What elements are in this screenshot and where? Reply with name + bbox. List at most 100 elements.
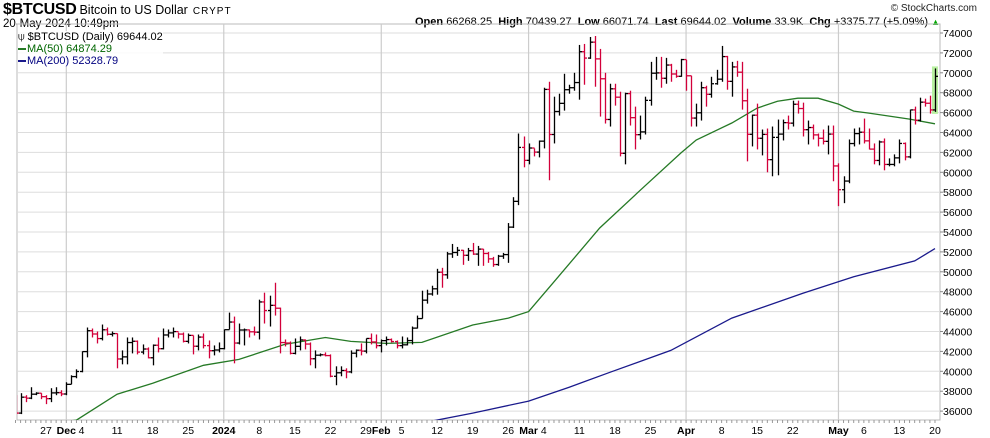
ohlc-bar [542,87,547,149]
ohlc-bar [903,142,908,161]
ohlc-bar [212,345,217,356]
ohlc-bar [19,393,24,415]
y-tick-label: 48000 [943,287,972,299]
ohlc-bar [816,133,821,147]
x-tick-label: 12 [431,425,443,437]
ohlc-bar [562,73,567,111]
y-tick-label: 68000 [943,88,972,100]
y-tick-label: 58000 [943,187,972,199]
ohlc-bar [141,344,146,355]
x-tick-label: 8 [719,425,725,437]
ohlc-bar [882,138,887,171]
x-tick-label: 15 [289,425,301,437]
ohlc-bar [709,76,714,98]
ohlc-bar [85,327,90,358]
chg-value: +3375.77 (+5.09%) [833,16,929,28]
ohlc-bar [491,256,496,267]
ohlc-bar [867,128,872,150]
ohlc-bar [694,103,699,127]
ohlc-bar [735,60,740,77]
ohlc-bar [613,83,618,106]
ohlc-bar [923,98,928,107]
last-value: 69644.02 [680,16,727,28]
ohlc-bar [293,338,298,355]
line-swatch-icon [18,60,26,63]
ohlc-bar [115,332,120,369]
ohlc-bar [39,392,44,400]
high-label: High [498,16,523,28]
ohlc-bar [171,327,176,338]
ohlc-bar [516,133,521,206]
ohlc-bar [80,350,85,373]
ohlc-bar [755,103,760,150]
y-tick-label: 74000 [943,28,972,40]
legend-main: ⍦ $BTCUSD (Daily) 69644.02 [18,31,163,43]
ohlc-bar [598,48,603,117]
triangle-up-icon: ▲ [931,17,940,27]
ohlc-bar [628,90,633,126]
ohlc-bar [191,334,196,355]
y-tick-label: 60000 [943,167,972,179]
y-tick-label: 50000 [943,267,972,279]
ohlc-bar [643,96,648,135]
ohlc-bar [806,120,811,145]
ohlc-bar [623,92,628,165]
ohlc-bar [704,85,709,107]
ohlc-bar [842,176,847,204]
y-tick-label: 54000 [943,227,972,239]
ohlc-bar [69,375,74,385]
ohlc-bar [532,147,537,157]
ohlc-bar [318,353,323,357]
chart-title: $BTCUSD Bitcoin to US Dollar CRYPT [3,1,232,19]
ohlc-bar [435,268,440,295]
y-tick-label: 64000 [943,128,972,140]
ohlc-bar [156,337,161,353]
ohlc-bar-icon: ⍦ [18,31,25,43]
ohlc-bar [760,129,765,156]
y-tick-label: 36000 [943,406,972,418]
ohlc-bar [486,251,491,263]
legend: ⍦ $BTCUSD (Daily) 69644.02 MA(50) 64874.… [18,31,163,67]
ohlc-bar [557,93,562,116]
y-tick-label: 66000 [943,108,972,120]
ohlc-bar [359,343,364,356]
x-tick-label: Dec [57,425,76,437]
ohlc-bar [64,382,69,396]
y-tick-label: 38000 [943,386,972,398]
ohlc-bar [440,267,445,288]
ohlc-bar [176,330,181,339]
ohlc-bar [24,395,29,403]
ohlc-bar [857,127,862,145]
x-tick-label: 29 [360,425,372,437]
ohlc-bar [450,243,455,258]
ohlc-bar [715,69,720,85]
ohlc-bar [74,369,79,379]
ohlc-bar [887,158,892,167]
ohlc-bar [181,332,186,343]
ohlc-bar [852,128,857,147]
ohlc-bar [511,197,516,229]
ohlc-bar [146,347,151,359]
ohlc-bar [461,249,466,265]
last-label: Last [654,16,678,28]
x-tick-label: 22 [787,425,799,437]
ohlc-bar [918,97,923,122]
ohlc-bar [400,336,405,349]
ohlc-bar [283,339,288,347]
ohlc-bar [415,315,420,329]
ohlc-bar [481,248,486,266]
x-tick-label: 5 [399,425,405,437]
x-tick-label: 2024 [212,425,236,437]
ohlc-bar [430,285,435,296]
high-value: 70439.27 [525,16,572,28]
ohlc-bar [425,289,430,304]
ohlc-bar [90,328,95,338]
x-tick-label: 20 [929,425,941,437]
ohlc-bar [196,334,201,351]
x-tick-label: 22 [325,425,337,437]
ohlc-bar [831,125,836,182]
line-swatch-icon [18,48,26,51]
y-tick-label: 52000 [943,247,972,259]
ohlc-bar [872,143,877,165]
